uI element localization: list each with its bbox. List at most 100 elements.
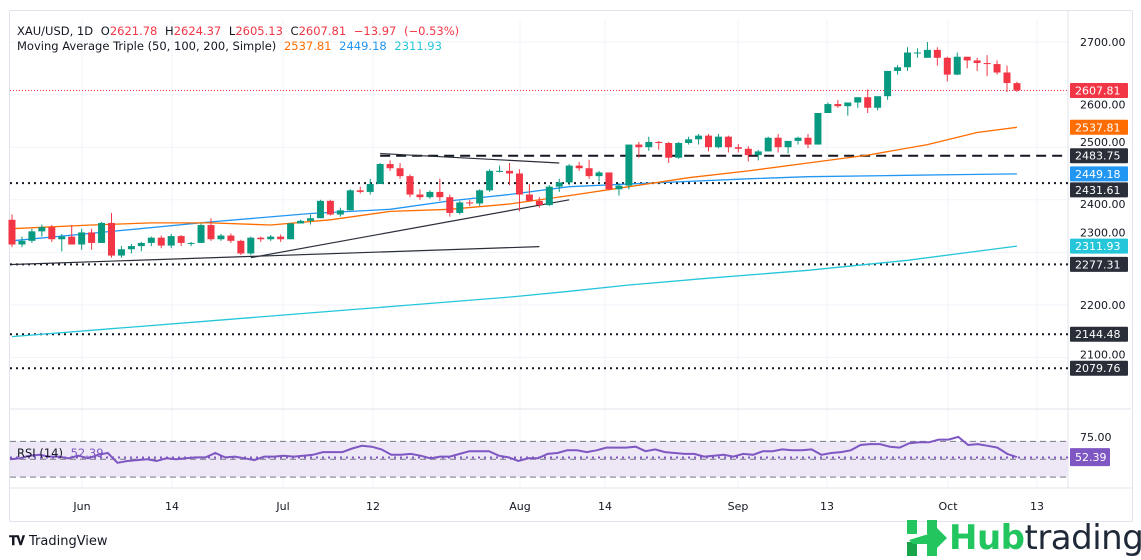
candle-body	[307, 218, 314, 221]
candle	[734, 144, 742, 153]
time-tick-label: Aug	[509, 500, 530, 513]
candle-body	[386, 164, 394, 169]
candle-body	[734, 147, 742, 149]
tradingview-text: TradingView	[29, 534, 108, 549]
candle-body	[595, 172, 603, 177]
candle	[913, 48, 921, 58]
candle	[237, 239, 245, 256]
candle-body	[466, 202, 474, 204]
candle	[705, 134, 712, 152]
candle-body	[605, 172, 613, 190]
candle	[864, 89, 872, 114]
candle	[436, 178, 444, 201]
tradingview-icon: 𝐓𝐕	[9, 534, 25, 549]
rsi-badge: 52.39	[1070, 448, 1110, 467]
candle	[973, 57, 981, 71]
candle-body	[665, 142, 673, 158]
tradingview-logo[interactable]: 𝐓𝐕 TradingView	[9, 534, 108, 549]
trendline	[380, 152, 560, 164]
candle	[416, 189, 424, 200]
price-badge: 2079.76	[1070, 360, 1128, 376]
candle-body	[824, 104, 832, 114]
candle-body	[167, 236, 175, 246]
candle-body	[346, 190, 354, 211]
candle-body	[794, 137, 802, 141]
price-badge-bg	[1070, 360, 1128, 376]
candle	[844, 102, 852, 116]
price-badge-label: 2144.48	[1075, 328, 1121, 341]
price-tick-label: 2400.00	[1080, 198, 1126, 211]
candle-body	[575, 165, 583, 169]
candle	[366, 178, 374, 195]
open-label: O	[100, 24, 110, 38]
candle-body	[675, 142, 683, 158]
candle	[68, 225, 76, 245]
candle-body	[257, 237, 265, 240]
price-badge-bg	[1070, 119, 1128, 135]
candle-body	[396, 168, 404, 177]
ma100-value: 2449.18	[339, 39, 387, 53]
candle	[456, 200, 464, 215]
candle	[406, 174, 414, 198]
candle	[78, 228, 86, 250]
trendlines	[11, 152, 570, 266]
candle-body	[476, 190, 484, 204]
candle-body	[38, 227, 46, 232]
candle-body	[894, 67, 902, 71]
rsi-badge-label: 52.39	[1075, 451, 1107, 464]
price-badge: 2449.18	[1070, 166, 1128, 182]
price-axis[interactable]: 2607.81 2537.81 2483.75 2449.18 2431.61 2311.…	[1070, 36, 1128, 467]
candle-body	[993, 64, 1001, 73]
price-badge: 2277.31	[1070, 256, 1128, 272]
candle-body	[744, 148, 752, 156]
candle	[605, 172, 613, 191]
candle	[764, 136, 772, 152]
trendline	[250, 199, 570, 259]
candle	[287, 222, 295, 240]
close-value: C2607.81	[291, 24, 347, 38]
candle	[147, 236, 155, 247]
price-badge-label: 2277.31	[1075, 258, 1121, 271]
change-percent: (−0.53%)	[404, 24, 460, 38]
candle	[953, 52, 961, 76]
candle-body	[316, 200, 324, 219]
candle	[297, 219, 305, 224]
time-tick-label: 14	[165, 500, 179, 513]
candle-body	[506, 170, 513, 174]
time-axis[interactable]: Jun 14 Jul 12 Aug 14 Sep 13 Oct 13	[72, 500, 1044, 513]
candle	[874, 96, 882, 111]
candle-body	[1013, 83, 1021, 91]
candle	[207, 218, 215, 241]
candle-body	[635, 144, 643, 148]
price-tick-label: 2300.00	[1080, 226, 1126, 239]
candle	[326, 199, 334, 216]
price-badge-label: 2079.76	[1075, 362, 1121, 375]
price-tick-label: 2200.00	[1080, 299, 1126, 312]
candle-body	[456, 202, 464, 213]
high-value: H2624.37	[165, 24, 221, 38]
candle-body	[764, 137, 772, 152]
candle	[595, 170, 603, 182]
candle	[585, 159, 593, 179]
candle-body	[197, 225, 205, 243]
candle	[257, 236, 265, 242]
candle-body	[18, 240, 26, 245]
candle	[316, 199, 324, 219]
candle-body	[515, 173, 523, 195]
candle-body	[774, 137, 782, 148]
candle-body	[287, 223, 295, 240]
candle	[963, 56, 971, 69]
candle-body	[496, 170, 504, 172]
candle	[695, 134, 703, 145]
candle	[983, 55, 991, 77]
rsi-badge-bg	[1070, 448, 1110, 467]
candle-body	[436, 191, 444, 198]
candle-body	[615, 185, 623, 190]
candle-body	[446, 197, 454, 213]
candle-body	[844, 102, 852, 107]
ma50-value: 2537.81	[283, 39, 332, 53]
candle-body	[834, 104, 842, 107]
price-badge-bg	[1070, 256, 1128, 272]
candle-body	[804, 137, 812, 145]
